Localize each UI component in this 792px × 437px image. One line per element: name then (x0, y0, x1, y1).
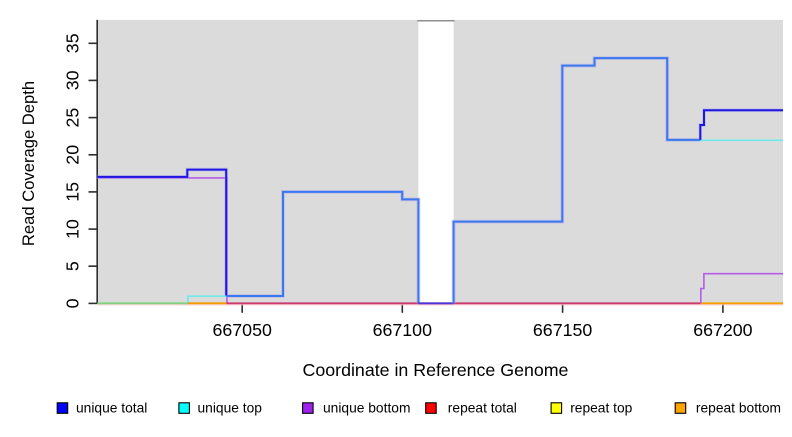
svg-text:unique bottom: unique bottom (323, 400, 410, 415)
svg-text:unique total: unique total (76, 400, 147, 415)
svg-text:667150: 667150 (533, 320, 592, 340)
svg-text:30: 30 (63, 70, 83, 90)
svg-text:667100: 667100 (373, 320, 432, 340)
svg-text:5: 5 (63, 261, 83, 271)
svg-text:35: 35 (63, 33, 83, 53)
svg-text:25: 25 (63, 108, 83, 128)
svg-text:667050: 667050 (213, 320, 272, 340)
svg-text:0: 0 (63, 298, 83, 308)
svg-text:10: 10 (63, 219, 83, 239)
svg-text:Coordinate in Reference Genome: Coordinate in Reference Genome (303, 360, 569, 380)
svg-text:repeat top: repeat top (570, 400, 632, 415)
svg-text:repeat bottom: repeat bottom (696, 400, 781, 415)
svg-text:667200: 667200 (693, 320, 752, 340)
svg-text:15: 15 (63, 182, 83, 202)
svg-text:Read Coverage Depth: Read Coverage Depth (19, 81, 38, 246)
svg-text:repeat total: repeat total (448, 400, 517, 415)
svg-text:unique top: unique top (198, 400, 263, 415)
svg-text:20: 20 (63, 145, 83, 165)
